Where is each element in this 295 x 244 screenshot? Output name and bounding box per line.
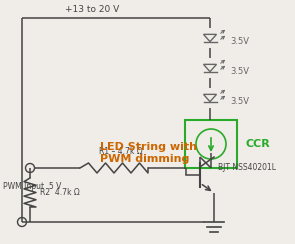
Text: 3.5V: 3.5V [230,96,249,105]
Text: 3.5V: 3.5V [230,67,249,75]
Text: PWM Input  5 V: PWM Input 5 V [3,182,61,191]
Text: CCR: CCR [245,139,270,149]
Text: 3.5V: 3.5V [230,37,249,45]
Text: BJT NSS40201L: BJT NSS40201L [218,163,276,172]
Text: R1 – 4.7k Ω: R1 – 4.7k Ω [99,147,142,156]
Text: R2  4.7k Ω: R2 4.7k Ω [40,188,80,197]
Text: +13 to 20 V: +13 to 20 V [65,5,119,14]
Bar [185,120,237,168]
Text: LED String with
PWM dimming: LED String with PWM dimming [100,142,197,163]
